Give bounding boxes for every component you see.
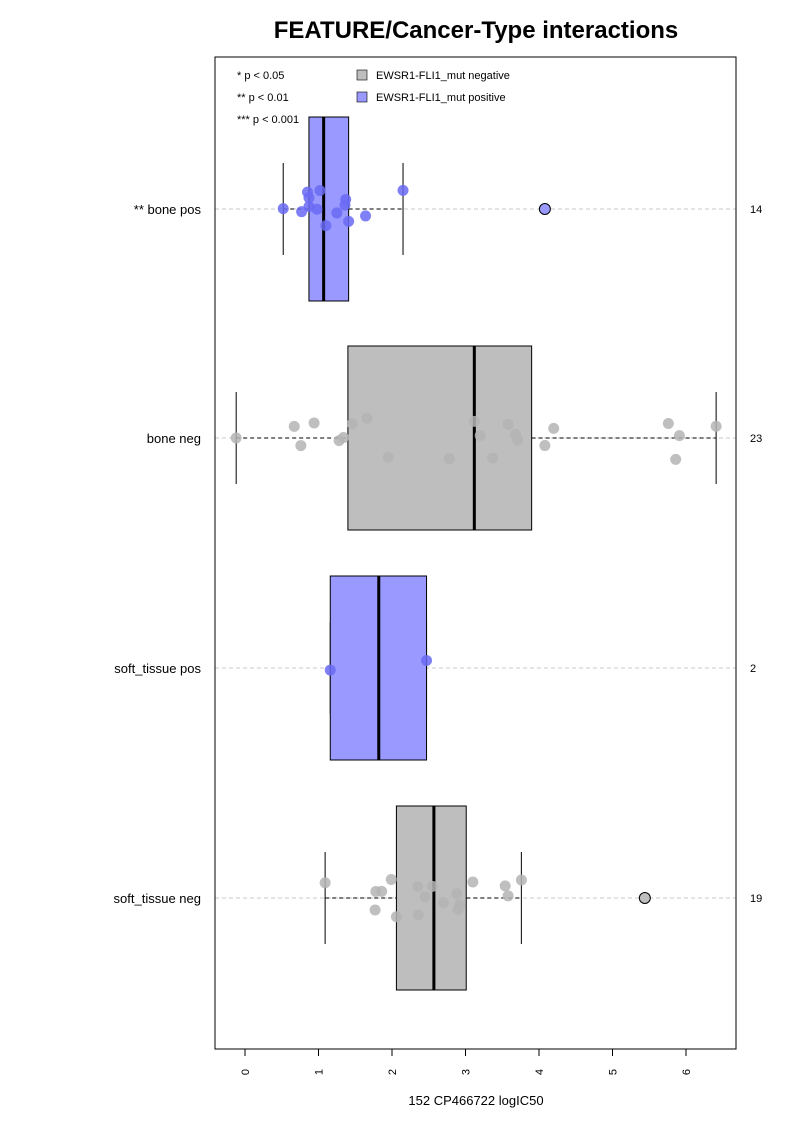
x-tick-label: 4 — [534, 1069, 546, 1075]
x-tick-label: 0 — [240, 1069, 252, 1075]
data-point — [311, 203, 323, 215]
data-point — [361, 412, 373, 424]
data-point — [474, 430, 486, 442]
data-point — [673, 430, 685, 442]
data-point — [346, 418, 358, 430]
sig-legend-entry-1: * p < 0.05 — [237, 70, 284, 82]
grid-layer — [215, 208, 736, 899]
data-point — [539, 440, 551, 452]
group-count: 14 — [750, 204, 762, 216]
data-point — [230, 432, 242, 444]
x-tick-label: 1 — [314, 1069, 326, 1075]
legend-swatch-negative — [356, 69, 368, 81]
data-point — [369, 904, 381, 916]
data-point — [451, 888, 463, 900]
data-point — [385, 874, 397, 886]
x-axis: 0 1 2 3 4 5 6 — [240, 1048, 693, 1075]
data-point — [308, 417, 320, 429]
data-point — [390, 911, 402, 923]
data-point — [331, 207, 343, 219]
color-legend: EWSR1-FLI1_mut negative EWSR1-FLI1_mut p… — [356, 69, 510, 104]
data-point — [426, 880, 438, 892]
x-tick-label: 6 — [681, 1069, 693, 1075]
data-point — [320, 220, 332, 232]
data-point — [502, 890, 514, 902]
data-point — [412, 909, 424, 921]
data-point — [710, 420, 722, 432]
legend-label-negative: EWSR1-FLI1_mut negative — [376, 70, 510, 82]
legend-label-positive: EWSR1-FLI1_mut positive — [376, 92, 506, 104]
significance-legend: * p < 0.05 ** p < 0.01 *** p < 0.001 — [237, 70, 299, 126]
data-point — [670, 453, 682, 465]
chart-title: FEATURE/Cancer-Type interactions — [274, 17, 679, 44]
data-point — [319, 877, 331, 889]
legend-swatch-positive — [356, 91, 368, 103]
group-label: ** bone pos — [134, 202, 202, 217]
point-layer — [230, 184, 722, 923]
data-point — [337, 431, 349, 443]
data-point — [314, 184, 326, 196]
data-point — [421, 655, 433, 667]
group-label: soft_tissue neg — [114, 891, 201, 906]
data-point — [502, 418, 514, 430]
data-point — [467, 876, 479, 888]
data-point — [419, 891, 431, 903]
group-count: 2 — [750, 663, 756, 675]
data-point — [288, 420, 300, 432]
group-count: 19 — [750, 893, 762, 905]
data-point — [295, 440, 307, 452]
data-point — [412, 881, 424, 893]
group-label: bone neg — [147, 431, 201, 446]
data-point — [454, 899, 466, 911]
data-point — [360, 210, 372, 222]
data-point — [499, 880, 511, 892]
x-tick-label: 2 — [387, 1069, 399, 1075]
data-point — [340, 194, 352, 206]
x-tick-label: 3 — [461, 1069, 473, 1075]
data-point — [343, 215, 355, 227]
data-point — [515, 874, 527, 886]
box — [347, 345, 533, 531]
x-axis-label: 152 CP466722 logIC50 — [408, 1093, 543, 1108]
sig-legend-entry-2: ** p < 0.01 — [237, 92, 289, 104]
data-point — [548, 422, 560, 434]
data-point — [662, 417, 674, 429]
x-tick-label: 5 — [608, 1069, 620, 1075]
sig-legend-entry-3: *** p < 0.001 — [237, 114, 299, 126]
data-point — [512, 434, 524, 446]
data-point — [376, 885, 388, 897]
box-layer — [235, 116, 717, 991]
plot-frame — [214, 56, 737, 1050]
group-label: soft_tissue pos — [114, 661, 201, 676]
data-point — [382, 451, 394, 463]
data-point — [397, 184, 409, 196]
data-point — [437, 897, 449, 909]
group-count: 23 — [750, 433, 762, 445]
group-label-layer: ** bone pos 14 bone neg 23 soft_tissue pos 2 s… — [114, 202, 763, 906]
outlier-point — [638, 892, 651, 904]
data-point — [303, 192, 315, 204]
data-point — [277, 203, 289, 215]
data-point — [443, 453, 455, 465]
data-point — [468, 415, 480, 427]
data-point — [487, 452, 499, 464]
data-point — [324, 664, 336, 676]
outlier-point — [538, 203, 551, 215]
